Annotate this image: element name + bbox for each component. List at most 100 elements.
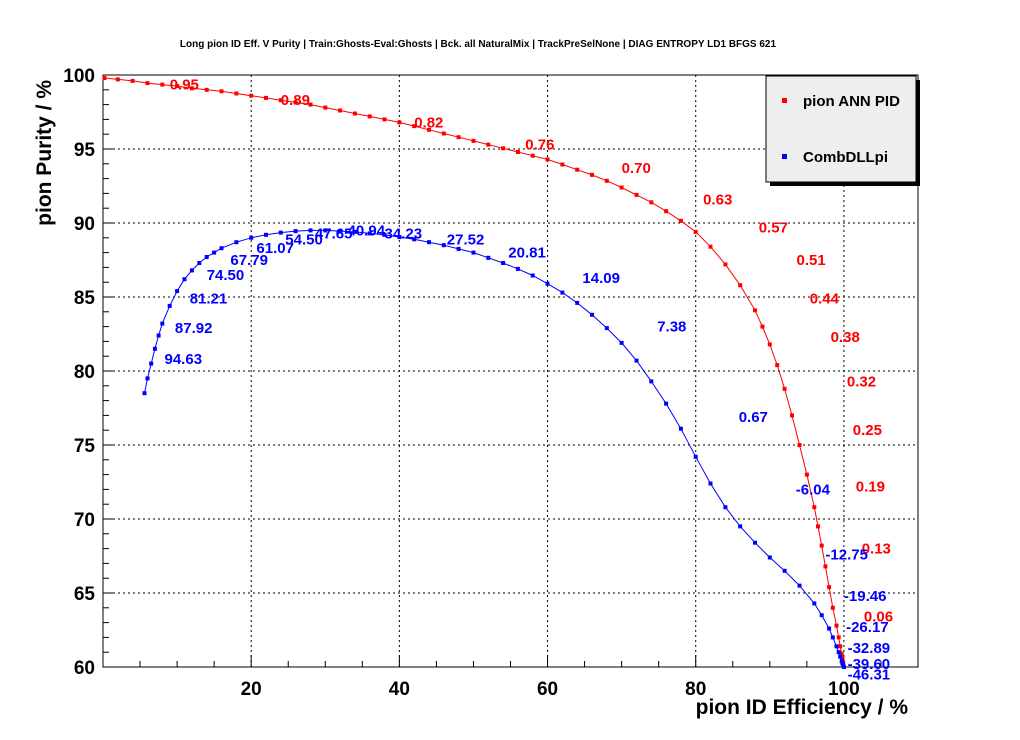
data-point [649, 200, 654, 205]
data-point [486, 142, 491, 147]
legend-marker-pion-ann-pid [782, 98, 787, 103]
data-point [471, 250, 476, 255]
data-point [708, 481, 713, 486]
data-point [830, 605, 835, 610]
series-line-combdllpi [144, 229, 845, 668]
data-point [197, 261, 202, 265]
data-point [575, 167, 580, 172]
data-point [545, 157, 550, 162]
data-point [427, 127, 431, 132]
data-point [338, 108, 343, 113]
legend-marker-combdllpi [782, 154, 787, 159]
data-point [678, 218, 683, 223]
data-point [760, 324, 765, 329]
data-point [797, 583, 802, 588]
data-point [156, 333, 161, 338]
data-label: -39.60 [848, 656, 891, 673]
data-point [664, 401, 669, 406]
axis-ticks: 20 40 60 80 100 60 65 70 75 80 85 90 95 100 [63, 66, 919, 700]
data-point [189, 86, 194, 91]
data-label: 34.23 [385, 225, 423, 242]
data-point [753, 308, 757, 313]
data-point [782, 568, 787, 573]
data-label: 14.09 [582, 270, 620, 287]
data-label: 0.44 [810, 291, 840, 308]
data-point [145, 376, 150, 381]
data-point [839, 651, 844, 656]
data-point [338, 229, 343, 234]
data-point [678, 426, 683, 431]
data-label: 74.50 [207, 267, 245, 284]
data-label: 0.95 [170, 77, 199, 94]
data-point [827, 585, 832, 590]
series-line-pion-ann-pid [104, 77, 845, 668]
data-label: 27.52 [447, 231, 485, 248]
data-label: 81.21 [190, 291, 228, 308]
data-point [264, 95, 268, 100]
data-label: 7.38 [657, 319, 686, 336]
data-label: -6.04 [796, 481, 831, 498]
data-point [836, 650, 841, 655]
data-point [575, 300, 580, 305]
data-point [790, 413, 794, 418]
legend-label-pion-ann-pid: pion ANN PID [803, 93, 900, 110]
data-point [693, 454, 698, 459]
data-point [797, 443, 802, 447]
data-label: 61.07 [256, 240, 294, 257]
data-point [816, 524, 820, 529]
data-point [189, 268, 194, 273]
data-point [840, 656, 845, 661]
data-label: -32.89 [848, 640, 891, 657]
data-label: 0.19 [856, 478, 885, 495]
data-point [441, 131, 446, 136]
data-point [782, 386, 787, 391]
y-tick-label: 80 [74, 362, 95, 383]
data-point [693, 229, 698, 234]
data-point [841, 665, 846, 669]
data-label: 0.70 [622, 160, 651, 177]
data-point [323, 228, 328, 233]
data-label: 0.76 [525, 137, 554, 154]
data-point [293, 229, 298, 234]
data-point [293, 100, 298, 105]
data-point [249, 235, 254, 240]
data-point [456, 135, 461, 140]
x-tick-label: 20 [241, 679, 262, 700]
data-point [723, 262, 728, 267]
data-label: 0.89 [281, 92, 310, 109]
x-tick-label: 80 [685, 679, 706, 700]
data-point [753, 540, 757, 545]
data-point [175, 84, 180, 89]
y-tick-label: 65 [74, 584, 96, 605]
series-combdllpi [142, 228, 846, 669]
data-label: 67.79 [230, 252, 268, 269]
data-label: 40.94 [348, 222, 386, 239]
legend-box [765, 75, 917, 183]
y-tick-label: 75 [74, 436, 96, 457]
data-label: 0.63 [703, 191, 732, 208]
data-point [367, 114, 372, 119]
data-point [308, 228, 313, 233]
legend: pion ANN PID CombDLLpi [765, 75, 920, 186]
series-layer [102, 76, 846, 669]
x-axis-title: pion ID Efficiency / % [696, 696, 909, 719]
data-point [738, 283, 743, 288]
data-point [167, 303, 172, 308]
data-point [471, 138, 476, 143]
data-point [619, 185, 624, 190]
data-point [486, 255, 491, 260]
data-label: 54.50 [285, 231, 323, 248]
data-point [219, 89, 224, 94]
data-point [839, 659, 844, 664]
data-point [501, 146, 506, 151]
data-point [545, 281, 550, 286]
data-point [838, 654, 843, 659]
data-point [664, 209, 669, 214]
data-point [530, 153, 535, 158]
data-point [812, 505, 817, 510]
data-point [204, 255, 209, 259]
data-point [234, 240, 239, 245]
data-label: 0.51 [797, 252, 826, 269]
data-point [812, 601, 817, 606]
data-point [804, 472, 809, 477]
